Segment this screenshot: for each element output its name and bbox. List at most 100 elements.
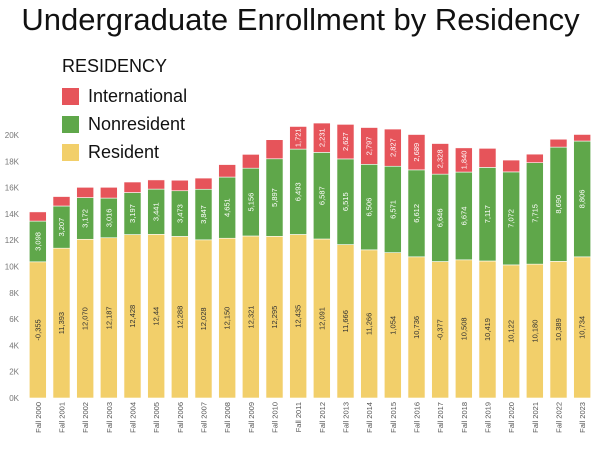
y-tick-label: 6K [9, 315, 19, 324]
data-label-resident: 10,508 [459, 317, 468, 340]
bar-segment-international[interactable] [431, 143, 449, 175]
data-label-resident: 12,150 [223, 307, 232, 330]
y-tick-label: 12K [5, 236, 20, 245]
data-label-nonresident: 7,715 [530, 204, 539, 223]
x-tick-label: Fall 2016 [413, 402, 422, 433]
bar-segment-international[interactable] [549, 138, 568, 148]
data-label-resident: 12,295 [270, 306, 279, 329]
x-tick-label: Fall 2009 [247, 402, 256, 433]
x-tick-label: Fall 2012 [318, 402, 327, 433]
data-label-resident: 12,028 [199, 307, 208, 330]
bar-segment-international[interactable] [526, 153, 544, 163]
bar-segment-international[interactable] [194, 177, 213, 190]
x-tick-label: Fall 2002 [81, 402, 90, 433]
bar-segment-international[interactable] [455, 147, 473, 173]
bar-segment-international[interactable] [76, 187, 94, 198]
legend-label-international: International [88, 85, 188, 106]
x-tick-label: Fall 2003 [105, 402, 114, 433]
data-label-international: 2,328 [436, 149, 445, 168]
bar-segment-international[interactable] [289, 126, 307, 150]
bar-segment-international[interactable] [218, 164, 236, 178]
legend-item-nonresident[interactable]: Nonresident [62, 110, 187, 138]
x-tick-label: Fall 2017 [436, 402, 445, 433]
data-label-resident: -0,377 [436, 319, 445, 340]
data-label-nonresident: 3,098 [33, 232, 42, 251]
bar-segment-international[interactable] [29, 211, 47, 222]
data-label-nonresident: 4,651 [223, 198, 232, 217]
bar-segment-international[interactable] [265, 139, 284, 160]
bar-segment-international[interactable] [573, 134, 591, 142]
x-tick-label: Fall 2015 [389, 402, 398, 433]
data-label-nonresident: 6,493 [294, 182, 303, 201]
data-label-nonresident: 7,117 [483, 205, 492, 223]
data-label-resident: 10,122 [507, 320, 516, 343]
data-label-nonresident: 3,207 [57, 218, 66, 237]
data-label-resident: 11,666 [341, 310, 350, 332]
legend-swatch-resident [62, 143, 79, 161]
bar-segment-international[interactable] [336, 124, 355, 160]
data-label-nonresident: 6,612 [412, 204, 421, 223]
data-label-nonresident: 6,506 [365, 198, 374, 217]
x-tick-label: Fall 2005 [152, 402, 161, 433]
bar-segment-international[interactable] [502, 159, 520, 173]
x-axis: Fall 2000 Fall 2001 Fall 2002 Fall 2003 Fall… [34, 402, 587, 433]
data-label-nonresident: 3,016 [104, 209, 113, 228]
data-label-resident: 12,288 [175, 306, 184, 329]
bar-segment-international[interactable] [242, 154, 260, 169]
bar-segment-international[interactable] [313, 122, 331, 153]
data-label-nonresident: 8,690 [554, 195, 563, 214]
x-tick-label: Fall 2004 [129, 402, 138, 433]
x-tick-label: Fall 2006 [176, 402, 185, 433]
bar-segment-international[interactable] [147, 179, 165, 190]
legend-item-resident[interactable]: Resident [62, 138, 187, 166]
y-tick-label: 14K [5, 210, 20, 219]
x-tick-label: Fall 2007 [200, 402, 209, 433]
x-tick-label: Fall 2010 [271, 402, 280, 433]
data-label-resident: 10,389 [554, 318, 563, 341]
data-label-nonresident: 6,646 [436, 208, 445, 227]
data-label-nonresident: 6,515 [341, 192, 350, 211]
x-tick-label: Fall 2008 [223, 402, 232, 433]
data-label-nonresident: 6,571 [388, 200, 397, 219]
y-axis: 0K 2K 4K 6K 8K 10K 12K 14K 16K 18K 20K [5, 131, 20, 403]
y-tick-label: 0K [9, 394, 19, 403]
data-label-resident: 12,428 [128, 305, 137, 328]
data-label-nonresident: 3,847 [199, 205, 208, 224]
data-label-resident: 12,187 [104, 306, 113, 329]
data-label-resident: 10,419 [483, 318, 492, 341]
data-label-nonresident: 3,172 [81, 209, 90, 228]
bar-segment-international[interactable] [478, 148, 497, 168]
legend-swatch-nonresident [62, 115, 79, 133]
data-label-nonresident: 6,674 [459, 207, 468, 226]
data-label-international: 2,827 [388, 138, 397, 157]
data-label-resident: -0,355 [33, 319, 42, 340]
data-label-resident: 12,321 [246, 306, 255, 329]
y-tick-label: 2K [9, 368, 19, 377]
data-label-resident: 12,070 [81, 307, 90, 330]
bar-segment-international[interactable] [360, 127, 378, 165]
data-label-nonresident: 3,441 [152, 202, 161, 221]
data-label-international: 2,627 [341, 132, 350, 151]
data-label-nonresident: 3,473 [175, 204, 184, 223]
data-label-international: 2,797 [365, 137, 374, 156]
x-tick-label: Fall 2013 [342, 402, 351, 433]
data-label-international: 2,231 [317, 128, 326, 147]
data-label-nonresident: 5,156 [246, 193, 255, 212]
x-tick-label: Fall 2022 [555, 402, 564, 433]
legend-item-international[interactable]: International [62, 82, 187, 110]
y-tick-label: 18K [5, 157, 20, 166]
data-label-nonresident: 8,806 [578, 190, 587, 209]
bar-segment-international[interactable] [384, 128, 402, 167]
bar-segment-international[interactable] [123, 181, 142, 193]
bar-area: -0,355 3,098 11,393 3,207 12,070 3,172 12,187 3… [29, 122, 591, 399]
y-tick-label: 20K [5, 131, 20, 140]
data-label-resident: 10,734 [578, 316, 587, 339]
x-tick-label: Fall 2000 [34, 402, 43, 433]
bar-segment-international[interactable] [407, 134, 426, 171]
bar-segment-international[interactable] [52, 196, 71, 207]
x-tick-label: Fall 2019 [484, 402, 493, 433]
bar-segment-international[interactable] [100, 187, 118, 199]
bar-segment-international[interactable] [171, 179, 189, 192]
y-tick-label: 8K [9, 289, 19, 298]
legend-label-resident: Resident [88, 141, 160, 162]
